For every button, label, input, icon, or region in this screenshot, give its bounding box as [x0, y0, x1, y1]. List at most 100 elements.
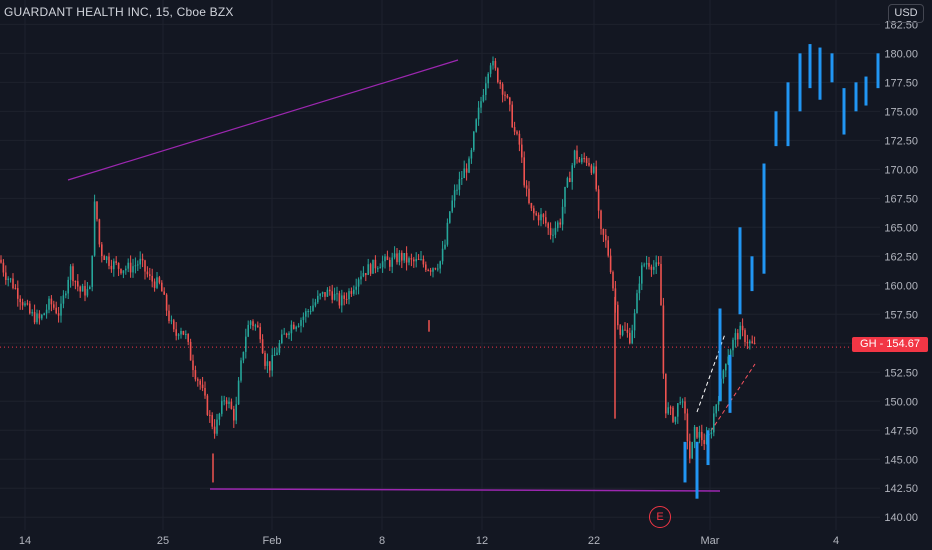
candle-body	[749, 341, 751, 344]
candle-body	[439, 261, 441, 269]
candle-body	[264, 353, 266, 366]
candle-body	[19, 298, 21, 303]
candle-body	[537, 214, 540, 221]
candle-body	[48, 298, 50, 310]
projection-bar	[683, 441, 687, 483]
candle-body	[729, 350, 732, 357]
candle-body	[273, 354, 276, 356]
candle-body	[468, 158, 470, 173]
candle-body	[271, 355, 273, 371]
candle-body	[449, 211, 451, 223]
candle-body	[509, 97, 511, 105]
drawings[interactable]	[0, 59, 880, 492]
candle-body	[317, 295, 319, 303]
candle-body	[326, 289, 329, 297]
candle-body	[679, 402, 681, 404]
candle-body	[545, 217, 547, 224]
candle-body	[98, 219, 101, 245]
price-tick-label: 157.50	[884, 309, 918, 321]
candle-body	[751, 341, 753, 343]
candle-body	[641, 265, 643, 284]
candle-body	[129, 262, 132, 273]
candle-body	[170, 320, 173, 322]
candle-body	[381, 261, 384, 268]
projection-bar	[786, 82, 790, 147]
candle-body	[619, 325, 621, 335]
candle-body	[240, 360, 242, 381]
candle-body	[252, 321, 254, 327]
projection-bar	[750, 256, 754, 292]
candle-body	[422, 259, 425, 265]
candle-body	[319, 293, 321, 296]
candle-body	[79, 286, 81, 292]
candle-body	[350, 291, 353, 294]
candle-body	[278, 343, 281, 353]
candle-body	[739, 325, 741, 340]
candle-body	[547, 223, 549, 229]
candle-body	[153, 281, 156, 288]
candle-body	[307, 311, 309, 313]
candle-body	[31, 312, 33, 314]
time-tick-label: 8	[379, 535, 385, 547]
candle-body	[314, 302, 317, 306]
last-price-tag: GH - 154.67	[852, 337, 928, 352]
price-tick-label: 165.00	[884, 222, 918, 234]
candle-body	[242, 351, 245, 361]
price-tick-label: 167.50	[884, 193, 918, 205]
price-tick-label: 162.50	[884, 251, 918, 263]
candle-body	[444, 244, 446, 249]
price-tick-label: 150.00	[884, 396, 918, 408]
candle-body	[221, 400, 223, 414]
candle-body	[607, 240, 609, 256]
candle-body	[643, 264, 645, 266]
grid	[0, 0, 880, 530]
candle-body	[477, 107, 480, 120]
candle-body	[353, 289, 355, 294]
candle-body	[525, 185, 528, 189]
candle-body	[617, 304, 619, 326]
candle-body	[506, 95, 509, 98]
candle-body	[189, 341, 192, 361]
candle-body	[276, 352, 278, 355]
candle-body	[53, 304, 55, 308]
price-axis[interactable]: 140.00142.50145.00147.50150.00152.50155.…	[884, 19, 918, 524]
candle-body	[420, 259, 422, 261]
candle-body	[590, 165, 593, 173]
candle-body	[117, 262, 120, 269]
candle-body	[667, 407, 669, 414]
projection-bar	[718, 308, 722, 402]
candle-body	[593, 166, 595, 173]
currency-button[interactable]: USD	[888, 4, 924, 23]
time-axis[interactable]: 14 25 Feb 8 12 22 Mar 4	[19, 535, 839, 547]
candle-body	[379, 267, 381, 269]
candle-body	[254, 325, 257, 327]
candle-body	[602, 228, 605, 235]
candle-body	[621, 329, 624, 335]
projection-bar	[798, 53, 802, 112]
candle-body	[564, 187, 566, 207]
candle-body	[554, 228, 557, 235]
candle-body	[345, 298, 348, 300]
candle-body	[55, 307, 57, 314]
candle-body	[41, 315, 43, 319]
candle-body	[528, 188, 530, 204]
candle-body	[511, 104, 513, 128]
candle-body	[103, 256, 105, 261]
projection-bar	[864, 76, 868, 106]
candle-body	[576, 150, 578, 160]
earnings-marker[interactable]: E	[649, 506, 671, 528]
candle-body	[516, 131, 518, 134]
candle-body	[77, 281, 79, 287]
candle-body	[571, 165, 573, 183]
candle-body	[434, 268, 437, 270]
candle-body	[633, 313, 636, 331]
candle-body	[173, 320, 175, 330]
candle-body	[489, 65, 492, 74]
candle-body	[67, 279, 69, 294]
candle-body	[691, 442, 693, 459]
candle-body	[396, 253, 398, 263]
candle-body	[125, 268, 127, 271]
price-tick-label: 152.50	[884, 367, 918, 379]
candle-body	[475, 119, 477, 132]
